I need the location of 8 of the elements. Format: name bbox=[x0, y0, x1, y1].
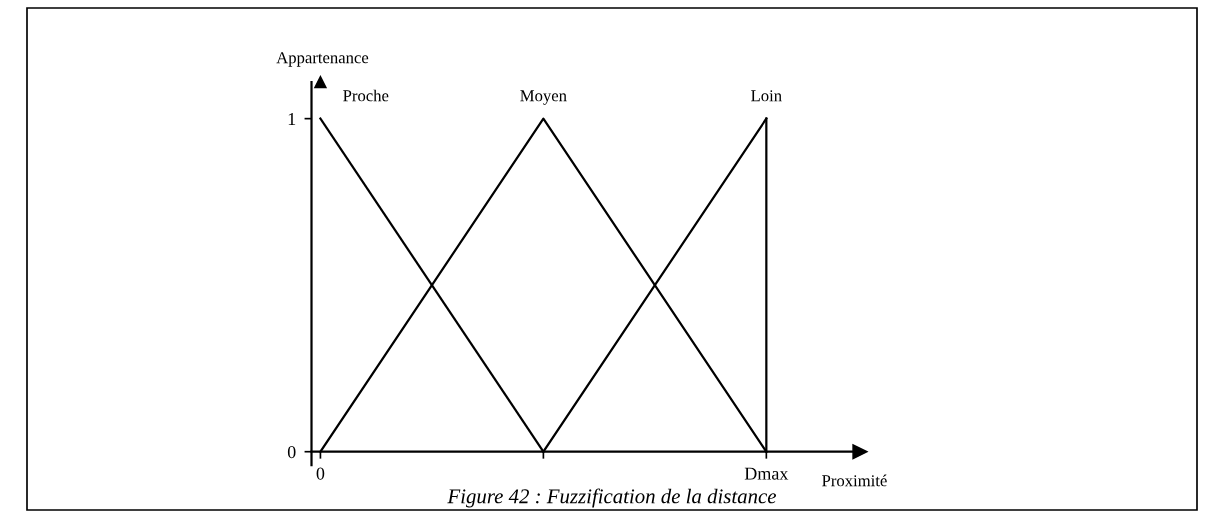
series-label: Loin bbox=[751, 90, 782, 102]
y-axis-title: Appartenance bbox=[276, 52, 369, 67]
x-axis-title: Proximité bbox=[822, 474, 887, 487]
y-tick-label: 1 bbox=[288, 112, 296, 125]
x-tick-label: Dmax bbox=[744, 467, 789, 480]
caption: Figure 42 : Fuzzification de la distance bbox=[447, 488, 777, 508]
series-label: Moyen bbox=[520, 90, 567, 105]
series-label: Proche bbox=[343, 89, 389, 102]
